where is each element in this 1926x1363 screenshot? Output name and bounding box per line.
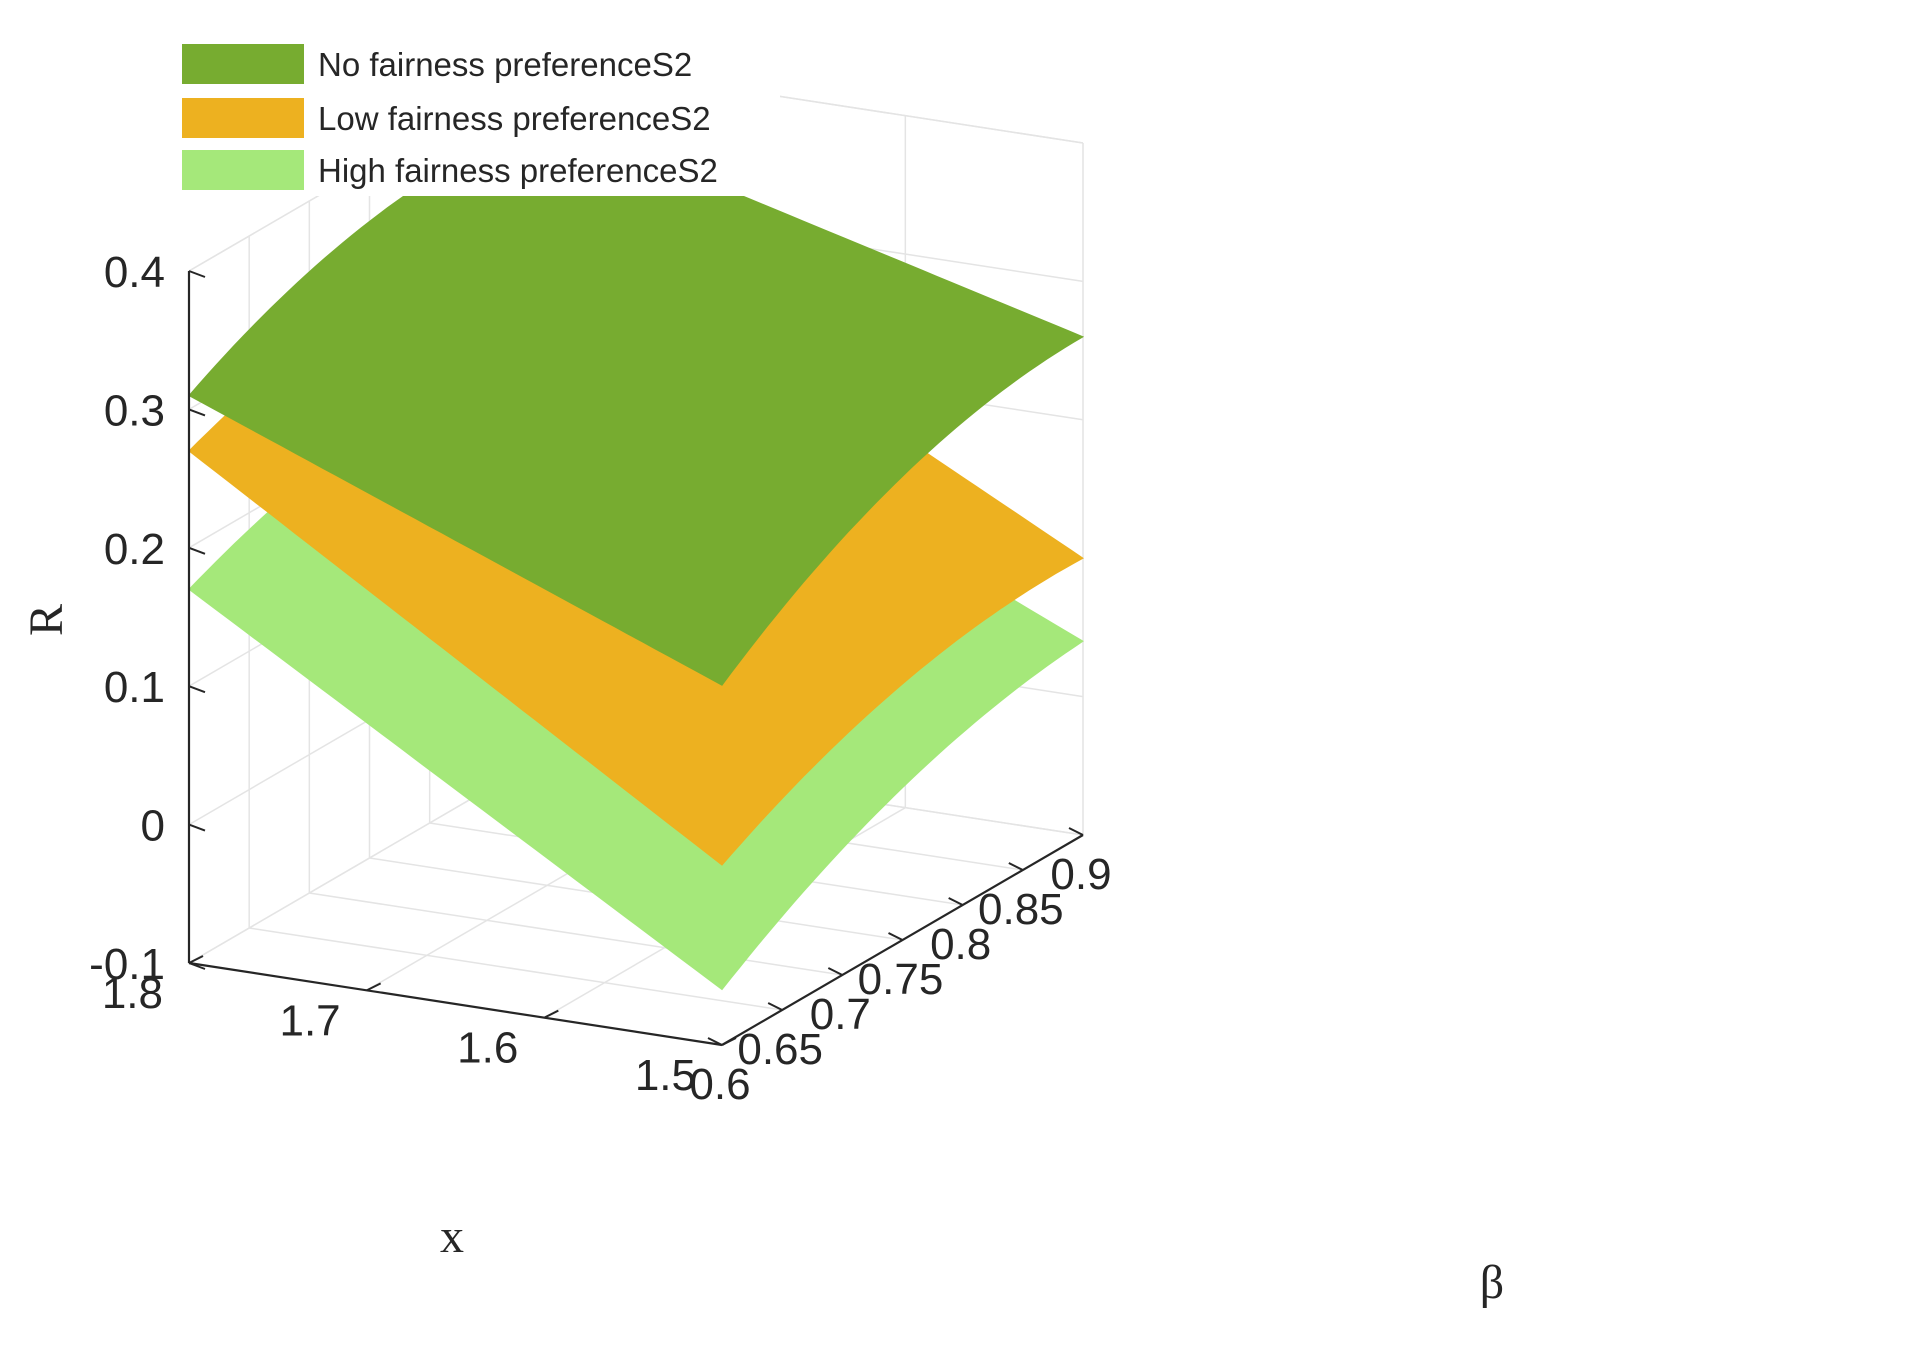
z-tick (188, 546, 206, 555)
x-tick-label: 1.8 (102, 969, 163, 1018)
surfaces (188, 115, 1085, 991)
beta-tick-label: 0.7 (810, 990, 871, 1039)
z-tick (188, 823, 206, 832)
z-tick (188, 408, 206, 417)
z-tick-label: 0 (141, 802, 165, 851)
x-tick-label: 1.7 (279, 996, 340, 1045)
z-tick-label: 0.1 (104, 663, 165, 712)
x-axis-title: x (440, 1210, 464, 1263)
grid-line (249, 927, 783, 1011)
x-tick (188, 955, 204, 964)
legend: No fairness preferenceS2 Low fairness pr… (180, 36, 780, 196)
legend-label-high-fairness: High fairness preferenceS2 (318, 152, 718, 189)
z-tick-label: 0.2 (104, 525, 165, 574)
beta-tick (1068, 827, 1084, 836)
axes (187, 270, 1084, 1047)
x-tick-label: 1.6 (457, 1024, 518, 1073)
legend-label-low-fairness: Low fairness preferenceS2 (318, 100, 711, 137)
beta-tick (948, 897, 964, 906)
x-axis-line (188, 961, 723, 1047)
beta-tick-label: 0.65 (737, 1025, 823, 1074)
z-tick-label: -0.1 (89, 940, 165, 989)
z-tick-label: 0.3 (104, 386, 165, 435)
beta-tick-label: 0.85 (978, 885, 1064, 934)
legend-swatch-no-fairness (182, 44, 304, 84)
z-tick-label: 0.4 (104, 248, 165, 297)
z-axis-title: R (20, 604, 73, 636)
beta-axis-title: β (1480, 1256, 1504, 1309)
z-tick (188, 270, 206, 278)
legend-swatch-low-fairness (182, 98, 304, 138)
beta-tick (1008, 862, 1024, 871)
legend-label-no-fairness: No fairness preferenceS2 (318, 46, 692, 83)
beta-tick-label: 0.6 (689, 1060, 750, 1109)
beta-tick-label: 0.9 (1050, 850, 1111, 899)
grid-line (309, 892, 843, 976)
beta-tick (827, 967, 843, 976)
x-tick (721, 1037, 737, 1046)
beta-tick (767, 1002, 783, 1011)
legend-entry-no-fairness: No fairness preferenceS2 (182, 44, 692, 84)
x-tick (366, 982, 382, 992)
legend-entry-low-fairness: Low fairness preferenceS2 (182, 98, 711, 138)
beta-tick (888, 932, 903, 941)
x-tick-label: 1.5 (635, 1051, 696, 1100)
z-tick (188, 962, 206, 970)
z-tick (188, 685, 206, 694)
x-tick (543, 1009, 559, 1019)
beta-tick-label: 0.8 (930, 920, 991, 969)
beta-tick (707, 1037, 723, 1046)
legend-entry-high-fairness: High fairness preferenceS2 (182, 150, 718, 190)
beta-tick-label: 0.75 (858, 955, 944, 1004)
legend-swatch-high-fairness (182, 150, 304, 190)
